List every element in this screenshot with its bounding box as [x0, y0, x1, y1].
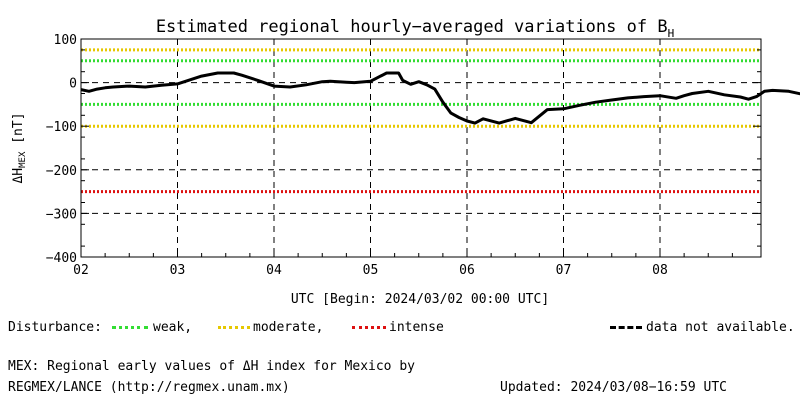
series-line-0 — [80, 71, 800, 125]
y-tick-label: −200 — [46, 164, 77, 179]
x-tick-label: 03 — [170, 263, 186, 278]
x-tick-label: 06 — [459, 263, 475, 278]
grid — [81, 39, 761, 257]
x-tick-label: 02 — [73, 263, 89, 278]
footer-source-line2: REGMEX/LANCE (http://regmex.unam.mx) — [8, 380, 290, 395]
footer-updated: Updated: 2024/03/08−16:59 UTC — [500, 380, 727, 395]
legend-moderate-label: moderate, — [253, 320, 324, 335]
y-tick-label: −300 — [46, 207, 77, 222]
legend-weak-label: weak, — [153, 320, 193, 335]
plot-frame — [80, 38, 762, 258]
x-tick-label: 05 — [363, 263, 379, 278]
y-tick-label: 100 — [54, 33, 77, 48]
legend-na-swatch — [610, 326, 642, 329]
y-tick-label: 0 — [69, 77, 77, 92]
chart-title: Estimated regional hourly−averaged varia… — [156, 17, 674, 40]
series-layer — [80, 71, 800, 125]
y-tick-label: −400 — [46, 251, 77, 266]
threshold-lines — [81, 48, 761, 194]
footer-source-line1: MEX: Regional early values of ΔH index f… — [8, 359, 415, 374]
legend-intense-swatch — [352, 326, 386, 329]
legend-title: Disturbance: — [8, 320, 102, 335]
y-axis-label: ΔHMEX [nT] — [11, 112, 28, 183]
x-tick-label: 08 — [652, 263, 668, 278]
x-tick-label: 07 — [556, 263, 572, 278]
x-tick-label: 04 — [266, 263, 282, 278]
y-tick-label: −100 — [46, 120, 77, 135]
x-axis-label: UTC [Begin: 2024/03/02 00:00 UTC] — [291, 292, 549, 307]
chart: Estimated regional hourly−averaged varia… — [11, 17, 800, 307]
legend-weak-swatch — [112, 326, 148, 329]
legend-intense-label: intense — [389, 320, 444, 335]
legend-moderate-swatch — [218, 326, 250, 329]
legend-na-label: data not available. — [646, 320, 795, 335]
